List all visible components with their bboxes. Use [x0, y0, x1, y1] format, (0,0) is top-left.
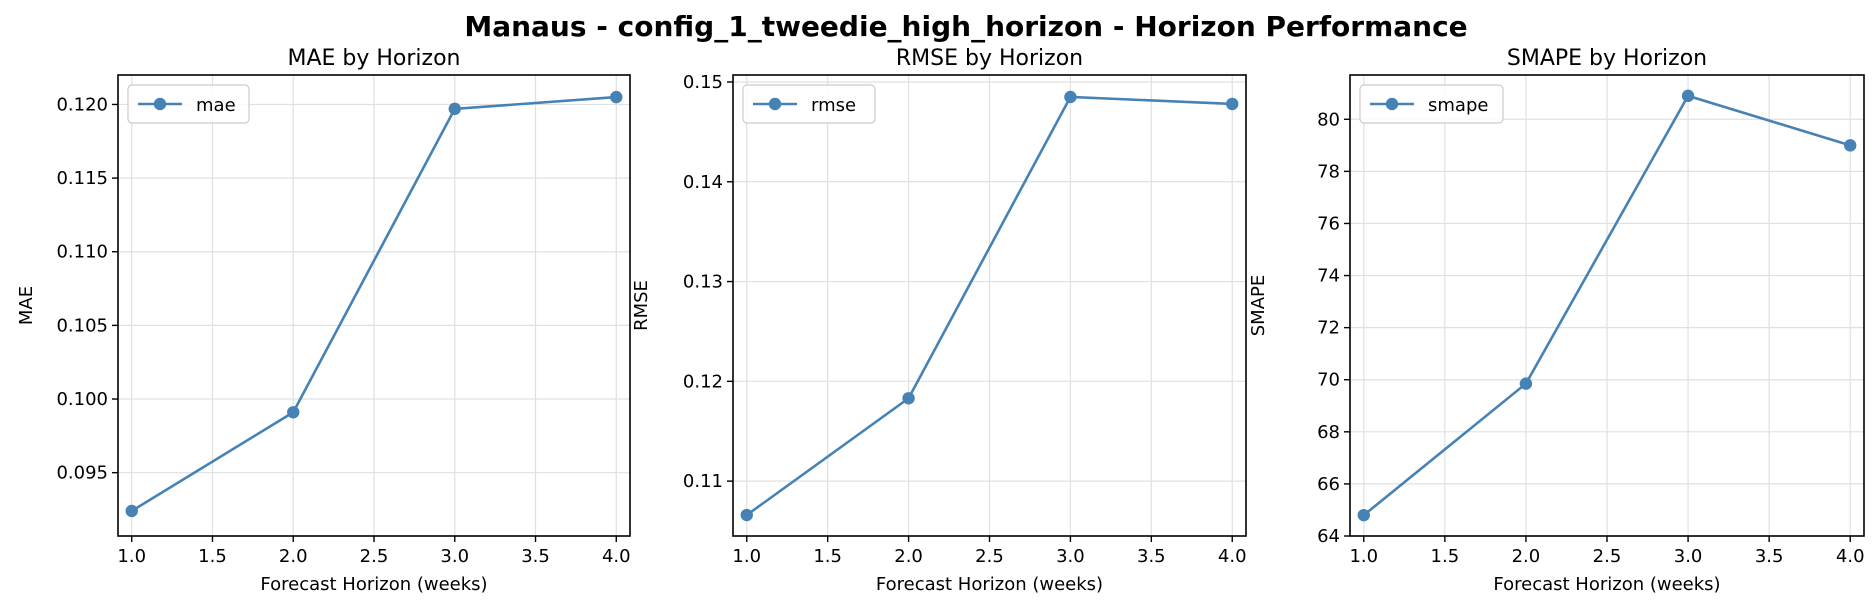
rmse-data-point [740, 508, 753, 522]
y-tick-label: 0.13 [683, 272, 723, 293]
x-tick-label: 2.5 [975, 546, 1004, 567]
legend-marker-swatch [768, 97, 782, 111]
rmse-series-line [745, 95, 1233, 517]
mae-series-line [131, 95, 617, 513]
rmse-data-point [1226, 97, 1239, 111]
x-axis-label: Forecast Horizon (weeks) [876, 574, 1103, 595]
mae-data-point [287, 406, 300, 419]
y-tick-label: 64 [1317, 526, 1340, 547]
legend-label: smape [1428, 95, 1488, 116]
y-tick-label: 0.11 [683, 471, 723, 492]
mae-data-point [610, 90, 623, 104]
y-tick-label: 0.14 [683, 172, 723, 193]
smape-data-point [1519, 377, 1533, 390]
x-tick-label: 4.0 [1836, 546, 1865, 567]
smape-panel: 1.0 1.5 2.0 2.5 3.0 3.5 4.0 64 66 68 70 72 74 76 78 80 s… [1248, 46, 1865, 595]
legend-marker-swatch [153, 97, 167, 111]
y-tick-label: 0.12 [683, 371, 723, 392]
y-tick-label: 74 [1317, 266, 1340, 287]
x-tick-label: 3.5 [1137, 546, 1166, 567]
legend-label: rmse [811, 95, 856, 116]
x-tick-label: 3.5 [521, 546, 550, 567]
y-tick-label: 0.095 [56, 463, 108, 484]
figure-suptitle: Manaus - config_1_tweedie_high_horizon -… [464, 10, 1467, 43]
y-tick-label: 0.105 [56, 315, 108, 336]
x-tick-label: 3.0 [1056, 546, 1085, 567]
y-axis-label: SMAPE [1248, 275, 1269, 337]
smape-data-point [1357, 508, 1370, 522]
legend-marker-swatch [1385, 97, 1399, 111]
x-tick-label: 2.0 [279, 546, 308, 567]
mae-data-point [448, 102, 461, 116]
y-tick-label: 80 [1317, 109, 1340, 130]
y-axis-label: MAE [16, 286, 37, 325]
y-tick-label: 0.115 [56, 168, 108, 189]
smape-data-point [1681, 89, 1695, 103]
x-tick-label: 3.0 [1674, 546, 1703, 567]
rmse-data-point [902, 392, 915, 405]
x-tick-label: 2.5 [360, 546, 389, 567]
y-tick-label: 70 [1317, 370, 1340, 391]
legend-box [127, 84, 250, 124]
x-tick-label: 1.0 [117, 546, 146, 567]
axes-frame [732, 74, 1247, 537]
x-axis-label: Forecast Horizon (weeks) [260, 574, 487, 595]
x-tick-label: 2.0 [894, 546, 923, 567]
y-tick-label: 66 [1317, 474, 1340, 495]
x-axis-label: Forecast Horizon (weeks) [1493, 574, 1720, 595]
x-tick-label: 1.5 [813, 546, 842, 567]
y-tick-label: 0.120 [56, 94, 108, 115]
legend-box [742, 84, 876, 124]
axes-frame [1349, 74, 1865, 537]
y-tick-label: 76 [1317, 213, 1340, 234]
panel-title: RMSE by Horizon [896, 46, 1083, 71]
x-tick-label: 4.0 [1218, 546, 1247, 567]
smape-series-line [1362, 94, 1851, 517]
mae-data-point [125, 504, 138, 518]
x-tick-label: 4.0 [602, 546, 631, 567]
x-tick-label: 1.0 [732, 546, 761, 567]
x-tick-label: 2.5 [1593, 546, 1622, 567]
axes-frame [117, 74, 631, 537]
panel-title: SMAPE by Horizon [1507, 46, 1707, 71]
x-tick-label: 2.0 [1512, 546, 1541, 567]
y-tick-label: 72 [1317, 318, 1340, 339]
mae-panel: 1.0 1.5 2.0 2.5 3.0 3.5 4.0 0.095 0.100 0.105 0.11… [16, 46, 631, 595]
y-tick-label: 0.15 [683, 72, 723, 93]
legend-label: mae [196, 95, 236, 116]
y-tick-label: 0.100 [56, 389, 108, 410]
y-axis-label: RMSE [631, 280, 652, 331]
y-tick-label: 68 [1317, 422, 1340, 443]
panel-title: MAE by Horizon [287, 46, 460, 71]
x-tick-label: 1.5 [1431, 546, 1460, 567]
y-tick-label: 78 [1317, 161, 1340, 182]
smape-data-point [1844, 139, 1857, 152]
y-tick-label: 0.110 [56, 242, 108, 263]
x-tick-label: 1.5 [198, 546, 227, 567]
x-tick-label: 1.0 [1349, 546, 1378, 567]
x-tick-label: 3.0 [440, 546, 469, 567]
x-tick-label: 3.5 [1755, 546, 1784, 567]
rmse-panel: 1.0 1.5 2.0 2.5 3.0 3.5 4.0 0.11 0.12 0.13 0.14 0.1… [631, 46, 1247, 595]
rmse-data-point [1064, 90, 1077, 104]
legend-box [1359, 84, 1504, 124]
